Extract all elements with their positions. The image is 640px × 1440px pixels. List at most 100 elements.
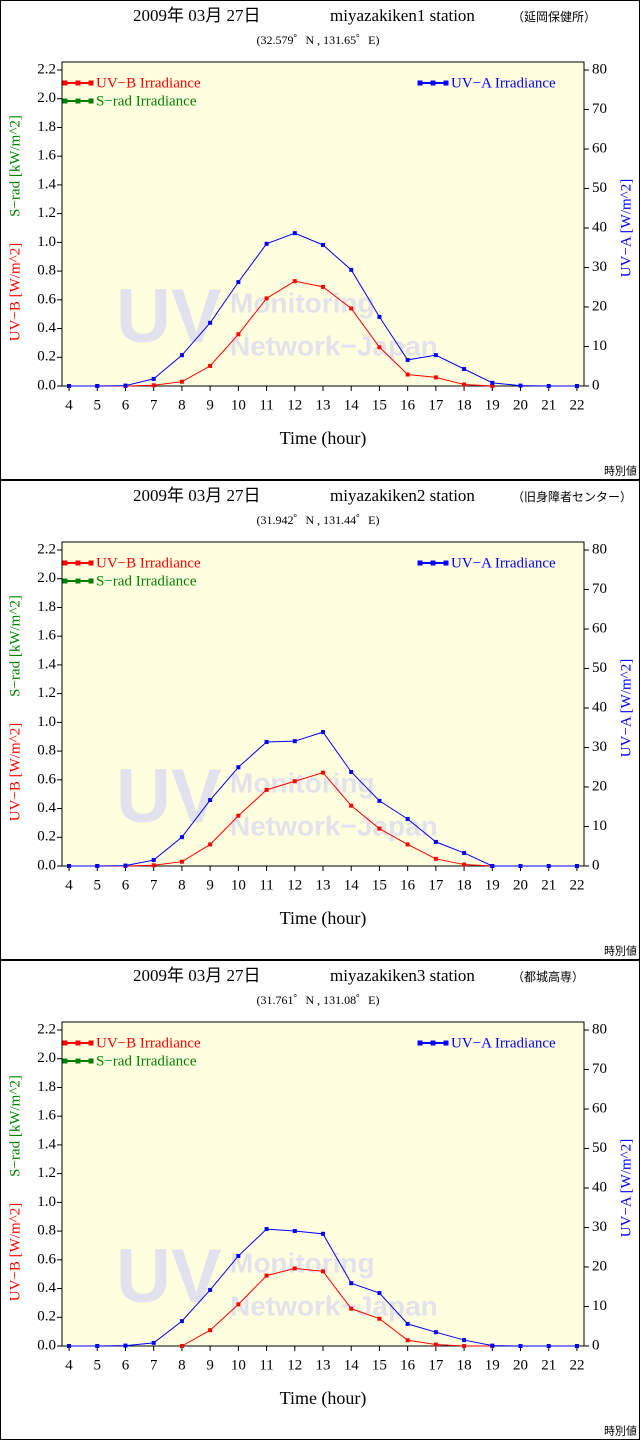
y2-tick-label: 80 [592,61,607,77]
title-site: （延岡保健所） [512,10,596,24]
y2-tick-label: 80 [592,1021,607,1037]
data-point [490,384,495,388]
legend-dot [62,560,68,566]
series-line [181,1267,493,1347]
title-station: miyazakiken3 station [330,966,475,985]
y2-tick-label: 20 [592,778,607,794]
data-point [123,383,128,388]
data-point [292,279,297,284]
x-tick-label: 8 [178,397,186,413]
legend-dot [417,80,423,86]
data-point [462,367,467,372]
y-tick-label: 0.2 [37,349,56,365]
y-axis-label: UV−B [W/m^2] [7,243,23,341]
y-tick-label: 1.8 [37,1079,56,1095]
x-tick-label: 15 [372,877,387,893]
y2-axis-label: UV−A [W/m^2] [618,659,634,757]
data-point [151,1340,156,1345]
x-tick-label: 12 [287,397,302,413]
y-tick-label: 0.4 [37,320,56,336]
x-tick-label: 22 [569,877,584,893]
x-tick-label: 19 [485,1357,500,1373]
y-tick-label: 0.6 [37,291,56,307]
legend-dot [443,560,449,566]
legend-dot [88,578,94,584]
data-point [349,1306,354,1311]
y-tick-label: 1.8 [37,599,56,615]
watermark: UV [116,1234,222,1319]
data-point [349,1281,354,1286]
data-point [546,1344,551,1348]
y2-tick-label: 80 [592,541,607,557]
y-tick-label: 0.4 [37,800,56,816]
x-tick-label: 11 [259,877,273,893]
y-axis-label-2: S−rad [kW/m^2] [7,115,23,217]
y2-tick-label: 70 [592,581,607,597]
x-tick-label: 9 [206,397,214,413]
title-date: 2009年 03月 27日 [133,966,261,985]
y2-tick-label: 10 [592,818,607,834]
data-point [349,267,354,272]
y2-tick-label: 40 [592,1179,607,1195]
x-tick-label: 13 [316,397,331,413]
y-tick-label: 2.0 [37,90,56,106]
data-point [264,1227,269,1232]
watermark: Monitoring [230,287,375,318]
x-tick-label: 7 [150,397,158,413]
data-point [546,384,551,388]
corner-note: 時別値 [604,945,637,958]
data-point [236,765,241,770]
y2-tick-label: 60 [592,620,607,636]
x-tick-label: 20 [513,877,528,893]
x-tick-label: 18 [457,397,472,413]
data-point [433,839,438,844]
x-tick-label: 17 [428,877,444,893]
data-point [433,856,438,861]
legend-dot [443,80,449,86]
y-tick-label: 1.6 [37,148,56,164]
y-tick-label: 1.4 [37,656,56,672]
data-point [179,1319,184,1324]
plot-area [61,541,585,867]
data-point [490,380,495,385]
data-point [292,1266,297,1271]
x-tick-label: 12 [287,1357,302,1373]
x-tick-label: 13 [316,877,331,893]
x-tick-label: 16 [400,397,416,413]
y-tick-label: 2.2 [37,1021,56,1037]
y2-tick-label: 50 [592,660,607,676]
subtitle: (31.761゜N , 131.08゜E) [257,993,380,1007]
y-tick-label: 1.4 [37,1136,56,1152]
legend-dot [75,80,81,86]
data-point [292,779,297,784]
x-tick-label: 21 [541,1357,556,1373]
x-tick-label: 10 [231,877,246,893]
y-tick-label: 0.0 [37,1337,56,1353]
x-tick-label: 16 [400,877,416,893]
data-point [151,376,156,381]
y-tick-label: 2.0 [37,1050,56,1066]
data-point [349,803,354,808]
x-tick-label: 4 [65,1357,73,1373]
data-point [151,383,156,388]
legend-dot [62,1058,68,1064]
x-axis-label: Time (hour) [280,1388,367,1409]
x-tick-label: 19 [485,397,500,413]
data-point [95,864,100,868]
y2-tick-label: 0 [592,1337,600,1353]
data-point [490,1343,495,1348]
data-point [208,1287,213,1292]
x-tick-label: 7 [150,877,158,893]
legend-label: UV−A Irradiance [451,75,556,91]
data-point [67,384,72,388]
y-tick-label: 1.0 [37,1194,56,1210]
x-tick-label: 5 [94,877,102,893]
x-tick-label: 15 [372,1357,387,1373]
data-point [377,826,382,831]
data-point [518,1344,523,1348]
data-point [179,835,184,840]
data-point [574,864,579,868]
data-point [236,1302,241,1307]
